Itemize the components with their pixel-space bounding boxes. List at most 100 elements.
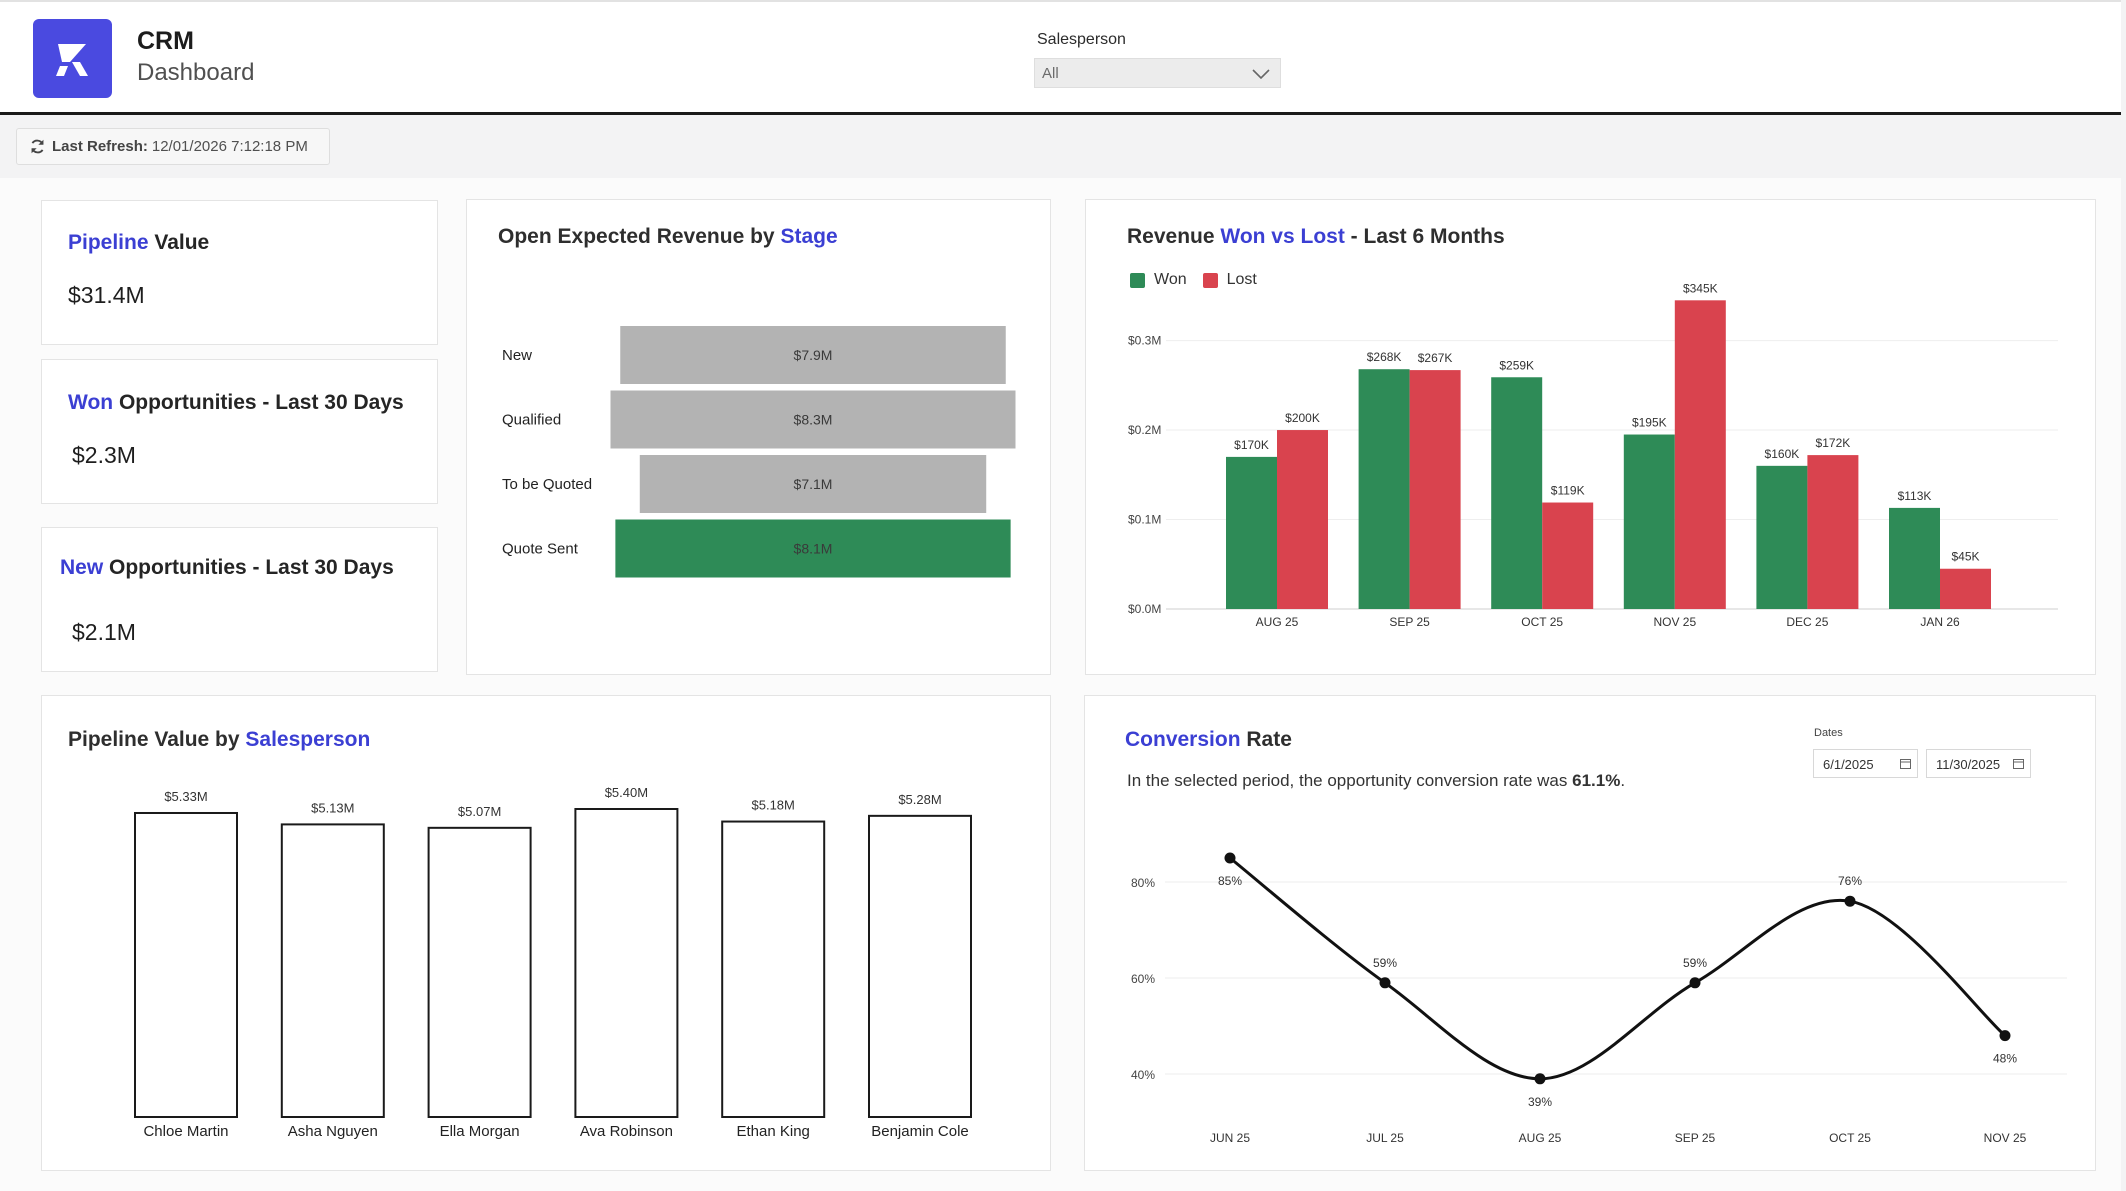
y-tick-label: $0.1M	[1128, 513, 1161, 527]
funnel-bar	[610, 390, 1016, 449]
x-tick-label: AUG 25	[1256, 615, 1299, 629]
y-tick-label: $0.3M	[1128, 334, 1161, 348]
y-tick-label: 60%	[1131, 972, 1155, 986]
y-tick-label: 80%	[1131, 876, 1155, 890]
kpi-title-accent: Won	[68, 391, 114, 414]
data-point-label: 59%	[1683, 956, 1707, 970]
calendar-icon[interactable]	[2013, 758, 2024, 769]
conversion-line	[1229, 856, 2006, 1081]
lost-bar	[1807, 455, 1859, 609]
kpi-title-accent: Pipeline	[68, 231, 149, 254]
bar-value-label: $200K	[1285, 411, 1320, 425]
kpi-value: $31.4M	[68, 282, 145, 308]
panel-title-text: Rate	[1240, 728, 1292, 751]
bar-value-label: $113K	[1898, 489, 1932, 503]
x-tick-label: DEC 25	[1786, 615, 1828, 629]
conversion-summary-value: 61.1%	[1572, 771, 1621, 790]
calendar-icon[interactable]	[1900, 758, 1911, 769]
legend-swatch-lost	[1202, 272, 1218, 288]
kpi-title-accent: New	[60, 556, 104, 579]
salesperson-bar	[134, 811, 238, 1119]
date-to-input[interactable]: 11/30/2025	[1926, 749, 2031, 778]
data-point	[1999, 1030, 2011, 1042]
legend-label-won: Won	[1154, 271, 1187, 288]
legend-swatch-won	[1130, 272, 1145, 288]
panel-title-accent: Won vs Lost	[1220, 225, 1345, 248]
conversion-summary-end: .	[1620, 771, 1626, 790]
bar-value-label: $170K	[1234, 438, 1269, 452]
salesperson-bar	[574, 808, 679, 1118]
panel-title: Pipeline Value by Salesperson	[68, 728, 370, 752]
bar-value-label: $45K	[1951, 550, 1979, 564]
funnel-stage-label: Quote Sent	[502, 541, 579, 558]
funnel-stage-label: To be Quoted	[502, 476, 592, 493]
panel-title: Revenue Won vs Lost - Last 6 Months	[1127, 225, 1505, 249]
lost-bar	[1542, 502, 1594, 609]
lost-bar	[1674, 300, 1726, 609]
kpi-value: $2.3M	[72, 442, 136, 468]
kpi-card-new-opportunities: New Opportunities - Last 30 Days $2.1M	[41, 527, 438, 672]
panel-title: Open Expected Revenue by Stage	[498, 225, 838, 249]
lost-bar	[1277, 430, 1328, 609]
salesperson-filter-dropdown[interactable]: All	[1034, 58, 1281, 88]
app-subtitle: Dashboard	[137, 59, 255, 86]
data-point-label: 39%	[1528, 1095, 1552, 1109]
kpi-card-won-opportunities: Won Opportunities - Last 30 Days $2.3M	[41, 359, 438, 504]
conversion-summary-text: In the selected period, the opportunity …	[1127, 771, 1573, 790]
data-point	[1379, 977, 1391, 989]
bar-value-label: $5.07M	[458, 804, 501, 819]
salesperson-bar	[868, 814, 972, 1118]
salesperson-bar	[280, 823, 385, 1118]
refresh-label: Last Refresh:	[52, 138, 148, 155]
bar-value-label: $5.33M	[164, 789, 207, 804]
x-tick-label: SEP 25	[1675, 1131, 1716, 1145]
won-bar	[1358, 369, 1410, 609]
panel-title: Conversion Rate	[1125, 728, 1292, 752]
stage-revenue-panel: Open Expected Revenue by Stage New $7.9M Q…	[466, 199, 1051, 675]
panel-title-text: Open Expected Revenue by	[498, 225, 781, 248]
won-bar	[1491, 377, 1543, 609]
panel-title-accent: Salesperson	[245, 728, 371, 751]
legend-label-lost: Lost	[1226, 271, 1257, 288]
kpi-title: Pipeline Value	[68, 231, 209, 255]
data-point-label: 76%	[1838, 874, 1862, 888]
won-lost-chart: $0.0M $0.1M $0.2M $0.3M $170K $200K AUG 25 $268…	[1128, 281, 2058, 629]
bar-value-label: $259K	[1499, 358, 1534, 372]
date-to-value: 11/30/2025	[1936, 757, 2001, 772]
x-tick-label: Ella Morgan	[440, 1123, 520, 1140]
stage-funnel-chart: New $7.9M Qualified $8.3M To be Quoted $7.1M Q…	[502, 326, 1016, 578]
data-point-label: 59%	[1373, 956, 1397, 970]
panel-title-text: Pipeline Value by	[68, 728, 246, 751]
panel-title-text: Revenue	[1127, 225, 1221, 248]
conversion-rate-panel: Conversion Rate 40% 60% 80% 85% JUN 25 59% JUL…	[1084, 695, 2096, 1171]
data-point	[1844, 895, 1856, 907]
salesperson-bar	[721, 820, 826, 1118]
bar-value-label: $5.40M	[605, 785, 648, 800]
date-from-input[interactable]: 6/1/2025	[1813, 749, 1918, 778]
funnel-bar	[615, 519, 1011, 578]
funnel-bar	[639, 455, 987, 513]
won-bar	[1889, 507, 1940, 609]
conversion-summary: In the selected period, the opportunity …	[1127, 771, 1625, 791]
funnel-bar-label: $8.1M	[794, 541, 833, 557]
conversion-line-chart: 40% 60% 80% 85% JUN 25 59% JUL 25 39% AUG 25 59% S…	[1131, 852, 2067, 1145]
lost-bar	[1940, 568, 1991, 609]
app-title: CRM	[137, 27, 194, 55]
bar-value-label: $195K	[1632, 416, 1667, 430]
bar-value-label: $5.13M	[311, 800, 354, 815]
kpi-card-pipeline-value: Pipeline Value $31.4M	[41, 200, 438, 345]
refresh-icon	[31, 139, 44, 154]
x-tick-label: Chloe Martin	[143, 1123, 228, 1140]
kpi-title: New Opportunities - Last 30 Days	[60, 556, 394, 580]
x-tick-label: OCT 25	[1829, 1131, 1871, 1145]
x-tick-label: Ethan King	[737, 1123, 810, 1140]
bar-value-label: $268K	[1367, 350, 1402, 364]
lost-bar	[1409, 370, 1461, 609]
refresh-button[interactable]: Last Refresh: 12/01/2026 7:12:18 PM	[16, 128, 330, 165]
won-bar	[1226, 456, 1277, 609]
panel-title-accent: Conversion	[1125, 728, 1241, 751]
kpi-title-rest: Opportunities - Last 30 Days	[103, 556, 394, 579]
x-tick-label: JUL 25	[1366, 1131, 1404, 1145]
funnel-bar-label: $7.9M	[794, 347, 833, 363]
data-point	[1689, 977, 1701, 989]
